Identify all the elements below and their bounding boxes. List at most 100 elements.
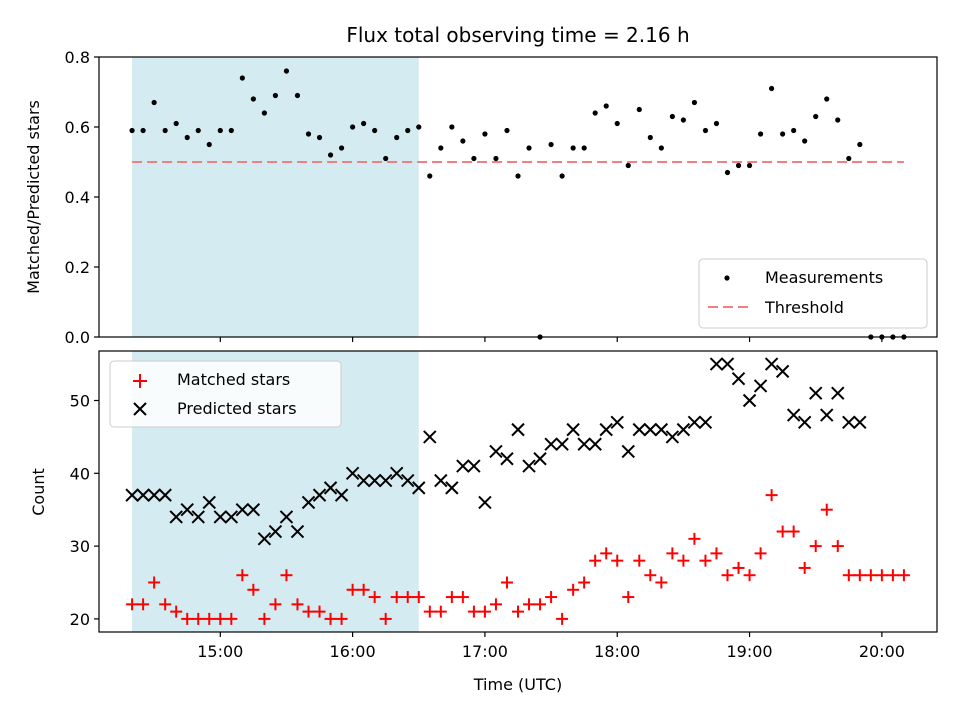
measurement-point [427,173,433,179]
matched-star-point [831,540,844,553]
predicted-star-point [312,488,327,502]
matched-star-point [412,591,425,604]
legend-predicted-label: Predicted stars [177,399,297,418]
predicted-star-point [764,357,779,371]
top-y-ticks: 0.0 0.2 0.4 0.6 0.8 [65,48,99,347]
predicted-star-point [378,473,393,488]
matched-star-point [732,561,745,574]
matched-star-point [875,569,888,582]
matched-star-point [721,569,734,582]
matched-star-point [567,583,580,596]
matched-star-point [666,547,679,560]
x-tick-label: 15:00 [197,642,243,661]
matched-star-point [743,569,756,582]
predicted-star-point [632,422,646,437]
bottom-y-tick-label: 50 [70,392,90,411]
matched-star-point [126,598,139,611]
predicted-star-point [136,488,150,502]
measurement-point [394,134,400,141]
predicted-star-point [577,437,591,451]
predicted-star-point [489,444,503,459]
predicted-stars-points [125,357,867,546]
legend-measurements-label: Measurements [765,268,883,287]
predicted-star-point [555,437,569,451]
bottom-x-ticks: 15:00 16:00 17:00 18:00 19:00 20:00 [197,632,905,661]
bottom-legend-box [109,360,342,428]
predicted-star-point [522,459,536,473]
matched-star-point [214,612,227,625]
predicted-star-point [290,524,305,539]
matched-star-point [512,605,524,618]
measurement-point [636,106,642,113]
top-y-tick-label: 0.0 [65,328,90,347]
measurement-point [129,127,135,134]
predicted-star-point [786,408,801,422]
measurement-point [140,127,146,134]
measurement-point [724,169,731,176]
matched-star-point [324,612,337,625]
measurement-point [173,120,179,127]
top-y-tick-label: 0.2 [65,258,90,277]
top-y-tick-label: 0.4 [65,188,90,207]
predicted-star-point [665,430,680,444]
matched-star-point [500,576,513,589]
matched-star-point [159,598,172,611]
matched-star-point [434,605,447,618]
matched-star-point [633,554,646,567]
measurement-point [327,152,334,158]
matched-star-point [170,605,183,618]
matched-star-point [346,583,359,596]
predicted-star-point [588,437,602,451]
measurement-point [791,127,797,134]
predicted-star-point [434,473,448,488]
measurement-point [350,124,356,130]
matched-star-point [302,605,315,618]
measurement-point [757,131,764,137]
top-y-tick-label: 0.6 [65,118,90,137]
predicted-star-point [390,466,404,481]
top-legend: Measurements Threshold [698,258,928,329]
measurement-point [846,155,852,162]
matched-star-point [313,605,326,618]
predicted-star-point [820,408,834,422]
predicted-star-point [720,357,735,371]
measurement-point [239,75,245,81]
measurement-point [769,85,775,92]
measurement-point [283,68,290,74]
matched-star-point [611,554,624,567]
top-legend-box [698,258,928,329]
matched-star-point [787,525,800,538]
measurement-point [305,131,312,137]
matched-star-point [335,612,348,625]
top-y-axis-label: Matched/Predicted stars [24,100,43,294]
measurement-point [735,162,742,169]
matched-star-point [280,569,293,582]
measurement-point [493,155,499,162]
bottom-y-tick-label: 30 [70,537,90,556]
predicted-star-point [467,459,481,473]
measurement-point [680,117,686,123]
measurement-point [261,110,267,116]
predicted-star-point [235,502,250,517]
matched-star-point [258,612,271,625]
matched-star-point [534,598,547,611]
top-x-ticks [219,337,883,342]
measurement-point [835,117,841,123]
matched-star-point [236,569,249,582]
matched-star-point [489,598,502,611]
predicted-star-point [180,502,194,517]
x-tick-label: 19:00 [726,642,772,661]
measurement-point [416,124,422,130]
matched-star-point [754,547,767,560]
measurement-point [460,138,466,144]
measurement-point [691,99,698,106]
matched-stars-points [126,489,910,625]
matched-star-point [225,612,238,625]
predicted-star-point [831,386,845,400]
matched-star-point [247,583,260,596]
matched-star-point [148,576,161,589]
predicted-star-point [654,422,669,437]
predicted-star-point [566,422,580,437]
